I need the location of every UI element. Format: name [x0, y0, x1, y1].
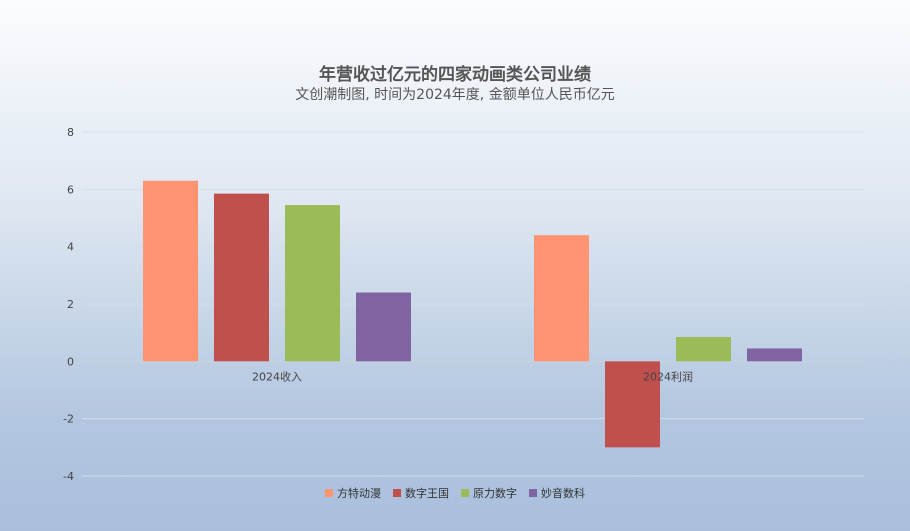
- legend-label: 数字王国: [405, 487, 449, 500]
- y-tick-label: 8: [67, 126, 74, 139]
- legend: 方特动漫 数字王国 原力数字 妙音数科: [0, 485, 910, 501]
- y-tick-label: -2: [63, 413, 74, 426]
- legend-label: 妙音数科: [541, 487, 585, 500]
- legend-item: 数字王国: [393, 485, 449, 501]
- x-category-label: 2024利润: [643, 369, 693, 383]
- legend-swatch: [529, 489, 537, 497]
- x-category-label: 2024收入: [252, 369, 302, 383]
- legend-swatch: [325, 489, 333, 497]
- bar: [676, 336, 731, 362]
- legend-label: 原力数字: [473, 487, 517, 500]
- y-tick-label: 2: [67, 298, 74, 311]
- y-tick-label: 6: [67, 183, 74, 196]
- bar: [605, 361, 660, 448]
- chart-subtitle: 文创潮制图, 时间为2024年度, 金额单位人民币亿元: [295, 87, 615, 103]
- y-tick-label: 4: [67, 241, 74, 254]
- bar: [143, 180, 198, 362]
- y-tick-label: 0: [67, 355, 74, 368]
- bar: [356, 292, 411, 362]
- legend-item: 妙音数科: [529, 485, 585, 501]
- legend-item: 方特动漫: [325, 485, 381, 501]
- chart-title: 年营收过亿元的四家动画类公司业绩: [319, 65, 591, 85]
- bar: [534, 235, 589, 362]
- bar: [214, 193, 269, 362]
- y-tick-label: -4: [63, 470, 74, 483]
- legend-label: 方特动漫: [337, 487, 381, 500]
- legend-swatch: [393, 489, 401, 497]
- legend-item: 原力数字: [461, 485, 517, 501]
- legend-swatch: [461, 489, 469, 497]
- bar: [747, 348, 802, 362]
- bar: [285, 205, 340, 362]
